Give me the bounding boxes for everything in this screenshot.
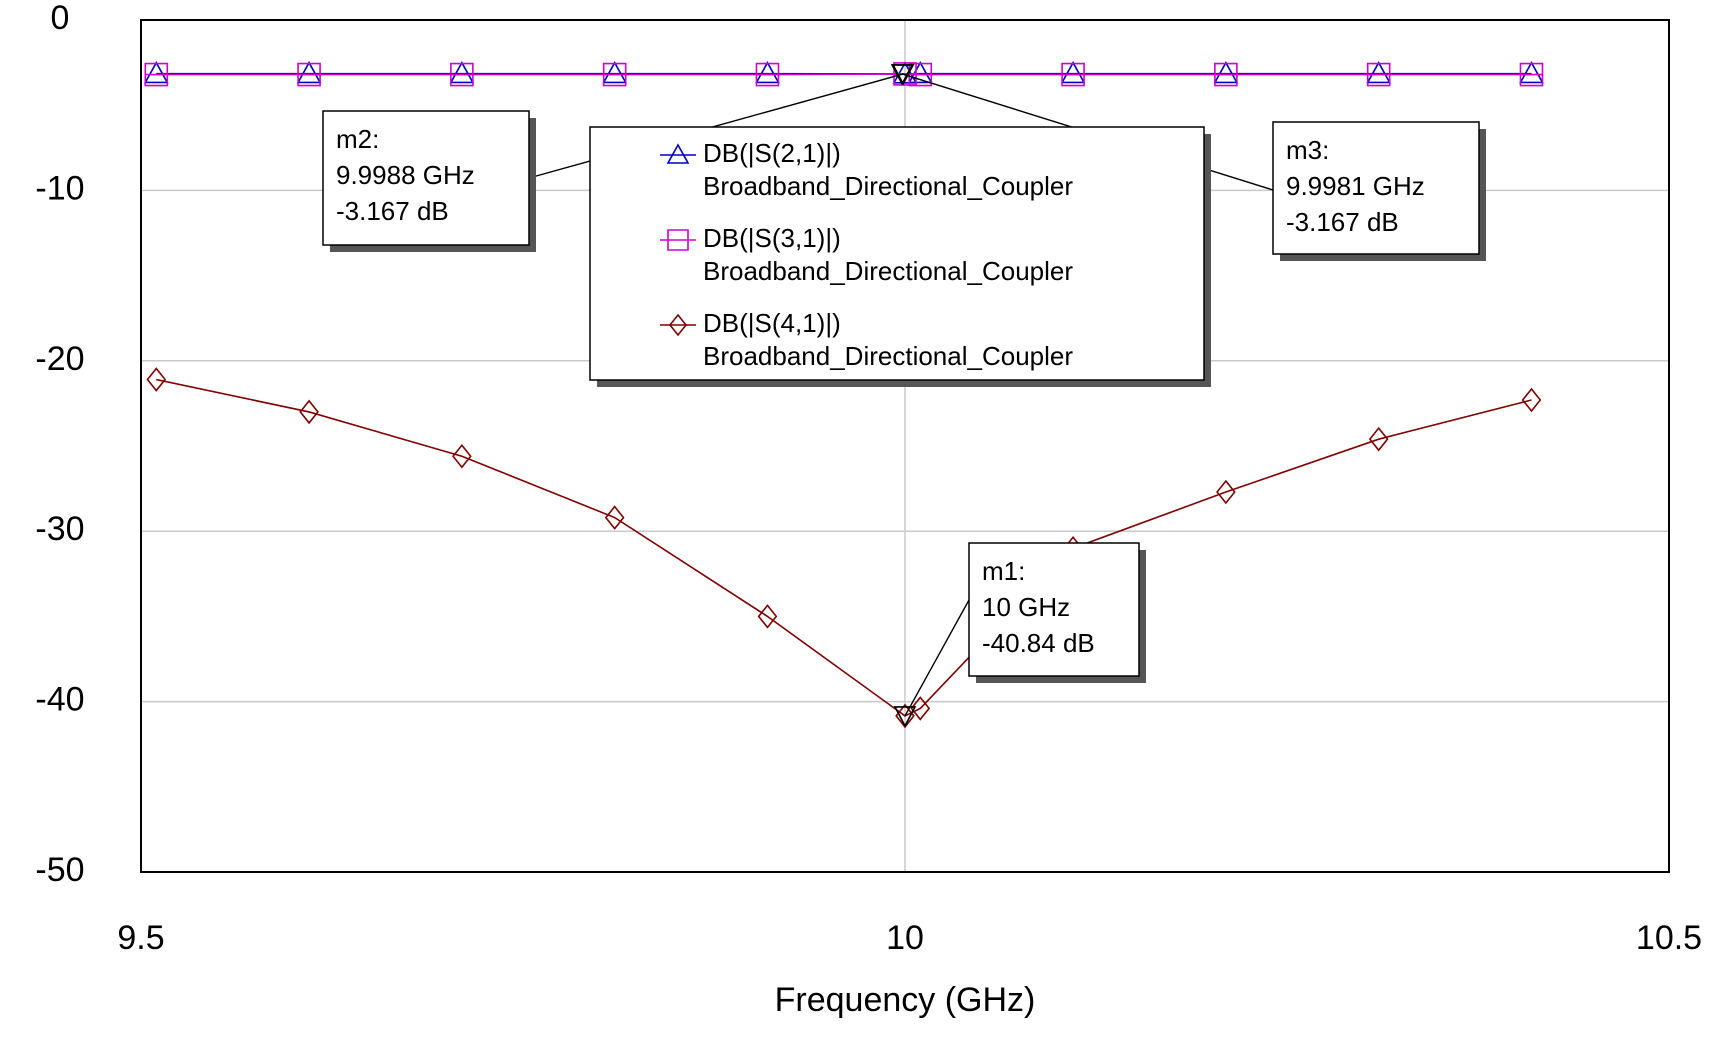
data-marker xyxy=(297,62,321,87)
data-marker xyxy=(755,61,780,84)
legend-label: DB(|S(2,1)|) xyxy=(703,138,841,168)
annotation-text: m2: xyxy=(336,124,379,154)
data-marker xyxy=(604,505,625,530)
annotation-box xyxy=(1272,121,1480,255)
legend-source: Broadband_Directional_Coupler xyxy=(703,171,1073,201)
data-marker xyxy=(757,604,778,629)
annotation-text: m3: xyxy=(1286,135,1329,165)
x-axis-title: Frequency (GHz) xyxy=(775,981,1036,1019)
legend-box xyxy=(589,126,1205,381)
data-marker xyxy=(146,367,167,392)
legend-source: Broadband_Directional_Coupler xyxy=(703,341,1073,371)
data-marker xyxy=(1521,387,1542,413)
data-marker xyxy=(1519,61,1544,84)
data-marker xyxy=(602,62,627,87)
x-tick-label: 9.5 xyxy=(117,919,164,957)
data-marker xyxy=(450,62,474,87)
annotation-box xyxy=(322,110,530,246)
data-marker xyxy=(908,62,933,87)
x-tick-label: 10 xyxy=(886,919,924,957)
annotation-text: 10 GHz xyxy=(982,592,1070,622)
legend-symbol xyxy=(668,313,688,337)
data-marker xyxy=(1519,62,1544,87)
y-tick-label: -10 xyxy=(35,169,84,207)
legend-label: DB(|S(3,1)|) xyxy=(703,223,841,253)
data-marker xyxy=(449,61,475,84)
annotation-text: 9.9981 GHz xyxy=(1286,171,1425,201)
annotation-text: -3.167 dB xyxy=(336,196,449,226)
data-marker xyxy=(1060,61,1086,84)
annotation-text: m1: xyxy=(982,556,1025,586)
y-tick-label: -30 xyxy=(35,510,84,548)
marker-symbol xyxy=(890,64,914,86)
legend-symbol xyxy=(667,229,689,251)
data-marker xyxy=(910,696,931,721)
data-marker xyxy=(1368,426,1389,452)
y-tick-label: -40 xyxy=(35,681,84,719)
data-marker xyxy=(296,61,322,84)
series-line xyxy=(156,73,1532,76)
data-marker xyxy=(1366,61,1392,84)
series-line xyxy=(156,378,1532,717)
marker-symbol xyxy=(893,706,917,728)
y-tick-label: 0 xyxy=(51,0,70,37)
x-tick-label: 10.5 xyxy=(1636,919,1702,957)
data-marker xyxy=(907,61,933,84)
plot-frame xyxy=(140,19,1670,873)
y-tick-label: -50 xyxy=(35,851,84,889)
legend-source: Broadband_Directional_Coupler xyxy=(703,256,1073,286)
data-marker xyxy=(143,61,169,84)
data-marker xyxy=(452,443,472,469)
data-marker xyxy=(1366,62,1391,87)
annotation-text: -40.84 dB xyxy=(982,628,1095,658)
annotation-box xyxy=(968,542,1140,677)
legend-symbol xyxy=(666,143,690,164)
data-marker xyxy=(755,62,780,87)
data-marker xyxy=(1214,62,1238,87)
y-tick-label: -20 xyxy=(35,340,84,378)
data-marker xyxy=(892,61,918,84)
data-marker xyxy=(299,399,319,425)
legend-label: DB(|S(4,1)|) xyxy=(703,308,841,338)
data-marker xyxy=(1216,479,1236,505)
data-marker xyxy=(1061,62,1085,87)
annotation-text: 9.9988 GHz xyxy=(336,160,475,190)
data-marker xyxy=(602,61,628,84)
annotation-text: -3.167 dB xyxy=(1286,207,1399,237)
leader-line xyxy=(904,599,970,717)
data-marker xyxy=(1213,61,1239,84)
data-marker xyxy=(144,62,169,87)
